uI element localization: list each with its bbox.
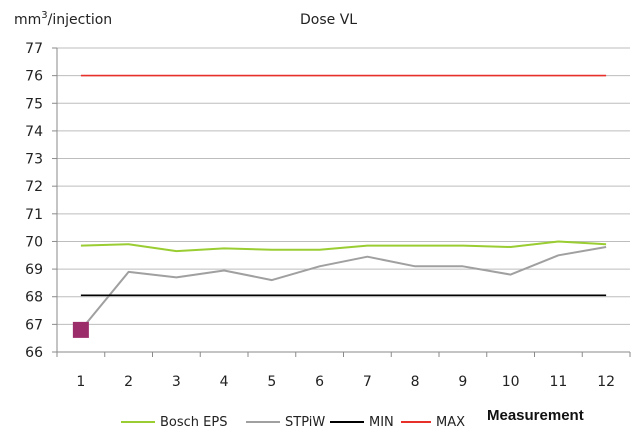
series-line-bosch-eps (80, 240, 607, 253)
x-tick-label: 4 (220, 374, 229, 390)
chart-title: Dose VL (300, 12, 357, 28)
x-tick-label: 6 (315, 374, 324, 390)
y-tick-label: 68 (25, 290, 43, 306)
y-tick-label: 74 (25, 124, 43, 140)
x-tick-label: 2 (124, 374, 133, 390)
x-tick-label: 7 (363, 374, 372, 390)
y-tick-label: 69 (25, 262, 43, 278)
y-axis-label-superscript: 3 (41, 10, 47, 21)
y-axis-label: mm3/injection (14, 10, 112, 28)
data-point-marker (72, 321, 89, 338)
legend-label-min: MIN (369, 415, 394, 430)
y-tick-label: 71 (25, 207, 43, 223)
x-tick-label: 9 (458, 374, 467, 390)
legend: Bosch EPS STPiW MIN MAX (121, 415, 465, 430)
series (72, 74, 607, 338)
x-tick-label: 10 (502, 374, 520, 390)
y-tick-label: 77 (25, 41, 43, 57)
x-tick-label: 3 (172, 374, 181, 390)
legend-label-bosch-eps: Bosch EPS (160, 415, 227, 430)
legend-label-stpiw: STPiW (285, 415, 325, 430)
y-tick-label: 67 (25, 317, 43, 333)
y-tick-label: 73 (25, 152, 43, 168)
x-tick-label: 8 (411, 374, 420, 390)
series-line-stpiw (80, 246, 607, 331)
x-tick-label: 5 (267, 374, 276, 390)
y-tick-label: 70 (25, 234, 43, 250)
x-tick-label: 11 (549, 374, 567, 390)
y-tick-label: 72 (25, 179, 43, 195)
x-tick-label: 1 (76, 374, 85, 390)
y-tick-label: 75 (25, 96, 43, 112)
x-tick-label: 12 (597, 374, 615, 390)
y-tick-label: 66 (25, 345, 43, 361)
x-axis-label: Measurement (487, 407, 584, 424)
y-tick-label: 76 (25, 69, 43, 85)
y-axis-label-prefix: mm (14, 12, 41, 28)
y-axis-label-suffix: /injection (48, 12, 113, 28)
legend-label-max: MAX (436, 415, 465, 430)
grid (57, 47, 630, 325)
